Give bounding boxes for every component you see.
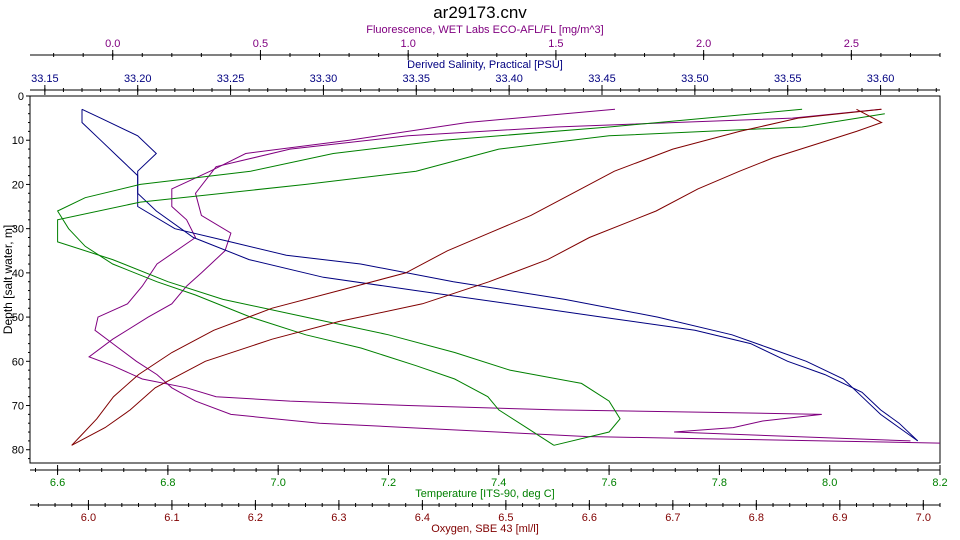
series-layer [56,108,941,446]
salinity-downcast-line [81,109,919,442]
oxygen-tick-label: 6.2 [248,512,263,524]
y-tick-label: 0 [18,91,24,103]
oxygen-axis-label: Oxygen, SBE 43 [ml/l] [431,523,539,535]
oxygen-tick-label: 6.0 [81,512,96,524]
fluorescence-axis-label: Fluorescence, WET Labs ECO-AFL/FL [mg/m^… [366,24,603,36]
temperature-tick-label: 7.6 [601,477,616,489]
oxygen-tick-label: 6.4 [415,512,430,524]
fluorescence-upcast-line [88,108,911,442]
temperature-tick-label: 7.4 [491,477,506,489]
temperature-tick-label: 6.6 [50,477,65,489]
chart-title: ar29173.cnv [433,3,527,22]
salinity-tick-label: 33.45 [588,73,616,85]
fluorescence-tick-label: 0.0 [105,38,120,50]
fluorescence-tick-label: 1.5 [548,38,563,50]
salinity-tick-label: 33.15 [31,73,59,85]
plot-area-frame [29,95,941,464]
oxygen-axis: 6.0 6.1 6.2 6.3 6.4 6.5 6.6 6.7 6.8 6.9 7.0 Oxygen,… [30,500,941,535]
salinity-tick-label: 33.35 [403,73,431,85]
oxygen-tick-label: 6.9 [832,512,847,524]
oxygen-tick-label: 6.7 [665,512,680,524]
y-axis-label: Depth [salt water, m] [1,225,15,334]
axes-layer: 0 10 20 30 40 50 60 70 80 Depth [salt water, m] 0.… [1,24,948,535]
fluorescence-axis: 0.0 0.5 1.0 1.5 2.0 2.5 Fluorescence, WET Labs… [30,24,941,60]
oxygen-tick-label: 6.5 [498,512,513,524]
salinity-tick-label: 33.55 [774,73,802,85]
oxygen-downcast-line [71,108,883,446]
oxygen-upcast-line [71,108,882,446]
fluorescence-tick-label: 0.5 [253,38,268,50]
oxygen-tick-label: 6.8 [749,512,764,524]
fluorescence-downcast-line [94,108,941,444]
temperature-tick-label: 7.8 [712,477,727,489]
temperature-upcast-line [57,113,885,446]
y-tick-label: 60 [12,356,24,368]
y-tick-label: 20 [12,179,24,191]
salinity-axis: 33.15 33.20 33.25 33.30 33.35 33.40 33.45 33.50… [30,59,940,95]
y-tick-label: 70 [12,401,24,413]
temperature-tick-label: 7.0 [271,477,286,489]
salinity-tick-label: 33.20 [124,73,152,85]
salinity-axis-label: Derived Salinity, Practical [PSU] [407,59,563,71]
temperature-axis-label: Temperature [ITS-90, deg C] [415,488,554,500]
y-tick-label: 30 [12,224,24,236]
oxygen-tick-label: 7.0 [916,512,931,524]
temperature-downcast-line [56,108,803,446]
oxygen-tick-label: 6.1 [164,512,179,524]
temperature-tick-label: 8.0 [822,477,837,489]
y-tick-label: 10 [12,135,24,147]
salinity-tick-label: 33.25 [217,73,245,85]
salinity-upcast-line [81,108,918,442]
fluorescence-tick-label: 2.0 [696,38,711,50]
temperature-axis: 6.6 6.8 7.0 7.2 7.4 7.6 7.8 8.0 8.2 Temperature [… [30,465,948,500]
temperature-tick-label: 7.2 [381,477,396,489]
salinity-tick-label: 33.30 [310,73,338,85]
salinity-tick-label: 33.40 [495,73,523,85]
y-tick-label: 40 [12,268,24,280]
y-tick-label: 50 [12,312,24,324]
salinity-tick-label: 33.60 [867,73,895,85]
fluorescence-tick-label: 2.5 [844,38,859,50]
oxygen-tick-label: 6.6 [582,512,597,524]
fluorescence-tick-label: 1.0 [401,38,416,50]
y-tick-label: 80 [12,445,24,457]
temperature-tick-label: 8.2 [932,477,947,489]
salinity-tick-label: 33.50 [681,73,709,85]
oxygen-tick-label: 6.3 [331,512,346,524]
temperature-tick-label: 6.8 [160,477,175,489]
